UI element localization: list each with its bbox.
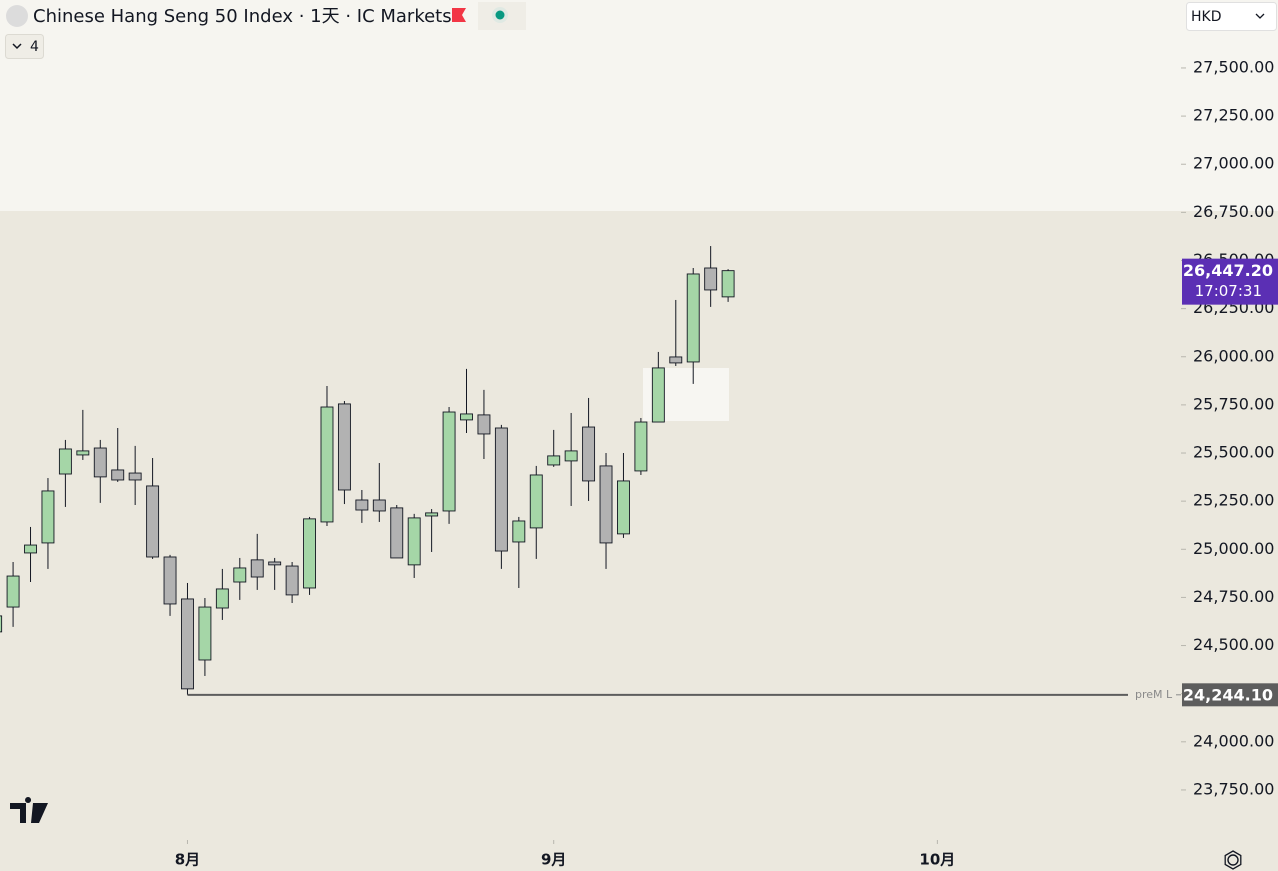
candle-body: [337, 403, 351, 491]
candle-body: [634, 421, 648, 472]
flag-icon[interactable]: [452, 8, 466, 22]
candle-body: [564, 450, 578, 462]
candle-body: [76, 450, 90, 456]
candle-body: [721, 270, 735, 298]
countdown: 17:07:31: [1195, 282, 1262, 300]
candle-body: [250, 559, 264, 578]
candle-body: [163, 556, 177, 605]
candle-body: [547, 455, 561, 466]
candle-body: [128, 472, 142, 481]
candle-body: [582, 426, 596, 482]
candle-body: [372, 499, 386, 512]
y-tick-label: 24,000.00: [1193, 731, 1274, 750]
symbol-icon: [6, 5, 28, 27]
candle-body: [512, 520, 526, 543]
logo: [10, 797, 48, 823]
axis-shade: [1181, 0, 1278, 211]
candle-body: [669, 356, 683, 364]
title: Chinese Hang Seng 50 Index · 1天 · IC Mar…: [33, 6, 452, 27]
candle-body: [233, 567, 247, 583]
candle-body: [198, 606, 212, 661]
level-label: 24,244.10: [1183, 685, 1273, 704]
settings-gear: [1224, 850, 1242, 870]
y-tick-label: 24,750.00: [1193, 587, 1274, 606]
candle-body: [494, 427, 508, 552]
candle-body: [285, 565, 299, 596]
y-tick-label: 27,000.00: [1193, 154, 1274, 173]
candle-body: [24, 544, 37, 554]
candle-body: [442, 411, 456, 512]
indicator-count: 4: [30, 39, 39, 55]
candle-body: [303, 518, 317, 589]
candle-body: [41, 490, 55, 544]
candle-body: [704, 267, 718, 291]
status-dot: [495, 10, 505, 20]
y-tick-label: 23,750.00: [1193, 779, 1274, 798]
x-tick-label: 10月: [919, 851, 955, 869]
plot-area: [0, 246, 1128, 696]
candle-body: [111, 469, 125, 481]
candle-body: [425, 512, 439, 517]
candle-body: [390, 507, 404, 559]
candle-body: [268, 561, 282, 566]
y-tick-label: 27,500.00: [1193, 57, 1274, 76]
currency: HKD: [1191, 9, 1222, 25]
y-tick-label: 25,500.00: [1193, 443, 1274, 462]
candle-body: [320, 406, 334, 523]
candle-body: [529, 474, 543, 529]
x-tick-label: 8月: [175, 851, 200, 869]
candle-body: [6, 575, 20, 608]
last-price-label: 26,447.20: [1183, 261, 1273, 280]
candle-body: [477, 414, 491, 435]
y-tick-label: 25,000.00: [1193, 539, 1274, 558]
candle-body: [651, 367, 665, 423]
settings-icon[interactable]: [1227, 854, 1239, 866]
candle-body: [181, 598, 194, 690]
candle-body: [407, 517, 421, 566]
candle-body: [0, 615, 3, 633]
candle-body: [93, 447, 107, 478]
y-tick-label: 26,750.00: [1193, 202, 1274, 221]
y-tick-label: 27,250.00: [1193, 106, 1274, 125]
title-bar: [0, 0, 440, 31]
level-name: preM L: [1135, 688, 1173, 701]
candle-body: [58, 448, 72, 475]
overlay: 23,750.0024,000.0024,250.0024,500.0024,7…: [175, 57, 1278, 869]
candle-body: [686, 273, 700, 363]
shaded-zone: [0, 0, 1181, 211]
candle-body: [146, 485, 160, 558]
y-tick-label: 25,250.00: [1193, 491, 1274, 510]
y-tick-label: 24,500.00: [1193, 635, 1274, 654]
currency-select[interactable]: [1186, 2, 1277, 31]
candle-body: [215, 588, 229, 609]
y-tick-label: 26,000.00: [1193, 346, 1274, 365]
y-tick-label: 25,750.00: [1193, 394, 1274, 413]
chevron: [1255, 13, 1265, 19]
indicator-toggle[interactable]: [5, 34, 44, 59]
x-tick-label: 9月: [541, 851, 566, 869]
candle-body: [617, 480, 630, 535]
candle-body: [599, 465, 613, 544]
candle-body: [460, 413, 473, 421]
level-label-box: [1182, 683, 1278, 707]
chevron: [12, 43, 22, 50]
candle-body: [355, 499, 369, 511]
last-price-box: [1182, 258, 1278, 305]
